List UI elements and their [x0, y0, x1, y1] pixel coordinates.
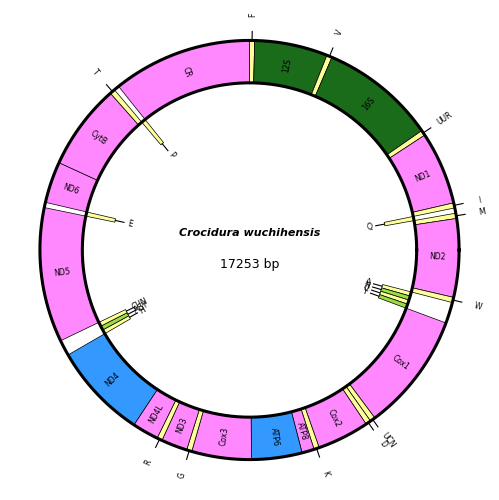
- Wedge shape: [134, 390, 176, 438]
- Wedge shape: [387, 130, 425, 158]
- Wedge shape: [251, 412, 302, 460]
- Wedge shape: [162, 402, 200, 450]
- Wedge shape: [45, 162, 97, 212]
- Wedge shape: [412, 218, 459, 298]
- Wedge shape: [157, 400, 180, 440]
- Wedge shape: [250, 40, 254, 83]
- Wedge shape: [349, 308, 446, 418]
- Text: ATP8: ATP8: [295, 420, 309, 441]
- Text: Q: Q: [366, 222, 374, 232]
- Text: ND1: ND1: [414, 168, 432, 184]
- Text: Cox2: Cox2: [326, 408, 342, 429]
- Wedge shape: [414, 213, 457, 225]
- Text: P: P: [167, 150, 177, 160]
- Text: ATP6: ATP6: [268, 427, 280, 446]
- Text: V: V: [334, 28, 344, 36]
- Text: 16S: 16S: [361, 96, 377, 112]
- Wedge shape: [342, 386, 371, 424]
- Text: CytB: CytB: [88, 129, 108, 147]
- Text: K: K: [320, 470, 330, 477]
- Text: M: M: [478, 206, 486, 216]
- Wedge shape: [103, 316, 131, 334]
- Wedge shape: [346, 384, 375, 421]
- Text: 12S: 12S: [281, 58, 293, 74]
- Wedge shape: [380, 291, 409, 304]
- Text: CR: CR: [181, 66, 193, 79]
- Wedge shape: [253, 40, 327, 94]
- Text: 17253 bp: 17253 bp: [220, 258, 279, 272]
- Text: E: E: [127, 218, 133, 228]
- Text: AGY: AGY: [132, 300, 150, 315]
- Wedge shape: [40, 208, 99, 341]
- Text: ND5: ND5: [54, 268, 71, 278]
- Text: Crocidura wuchihensis: Crocidura wuchihensis: [179, 228, 320, 237]
- Wedge shape: [119, 40, 250, 119]
- Text: T: T: [90, 67, 100, 76]
- Wedge shape: [110, 90, 142, 125]
- Wedge shape: [382, 284, 411, 296]
- Wedge shape: [86, 212, 116, 222]
- Text: D: D: [378, 439, 388, 449]
- Text: F: F: [248, 12, 257, 16]
- Text: Y: Y: [361, 286, 369, 296]
- Wedge shape: [192, 410, 251, 460]
- Wedge shape: [68, 334, 157, 425]
- Wedge shape: [59, 93, 139, 180]
- Text: C: C: [362, 283, 370, 294]
- Text: ND3: ND3: [175, 416, 189, 435]
- Text: UCN: UCN: [379, 431, 396, 450]
- Text: Cox3: Cox3: [219, 426, 230, 446]
- Wedge shape: [381, 288, 410, 300]
- Wedge shape: [412, 203, 455, 216]
- Text: ND2: ND2: [429, 252, 446, 262]
- Wedge shape: [389, 135, 454, 212]
- Text: ND4L: ND4L: [147, 402, 165, 424]
- Wedge shape: [99, 310, 127, 326]
- Wedge shape: [311, 56, 332, 96]
- Text: ND4: ND4: [103, 370, 121, 388]
- Wedge shape: [291, 409, 314, 453]
- Text: UUR: UUR: [436, 110, 454, 126]
- Wedge shape: [315, 58, 422, 155]
- Text: W: W: [474, 301, 483, 312]
- Text: G: G: [177, 472, 187, 480]
- Wedge shape: [378, 294, 408, 308]
- Wedge shape: [101, 312, 129, 330]
- Text: A: A: [364, 277, 371, 287]
- Wedge shape: [384, 216, 414, 226]
- Text: Cox1: Cox1: [390, 354, 411, 372]
- Text: N: N: [363, 280, 371, 290]
- Wedge shape: [187, 410, 204, 452]
- Wedge shape: [142, 120, 164, 145]
- Text: R: R: [143, 458, 154, 467]
- Text: H: H: [138, 304, 147, 316]
- Wedge shape: [411, 288, 454, 302]
- Wedge shape: [305, 389, 366, 448]
- Wedge shape: [301, 408, 319, 450]
- Text: I: I: [478, 195, 482, 204]
- Text: ND6: ND6: [62, 182, 80, 196]
- Text: CUN: CUN: [130, 297, 149, 312]
